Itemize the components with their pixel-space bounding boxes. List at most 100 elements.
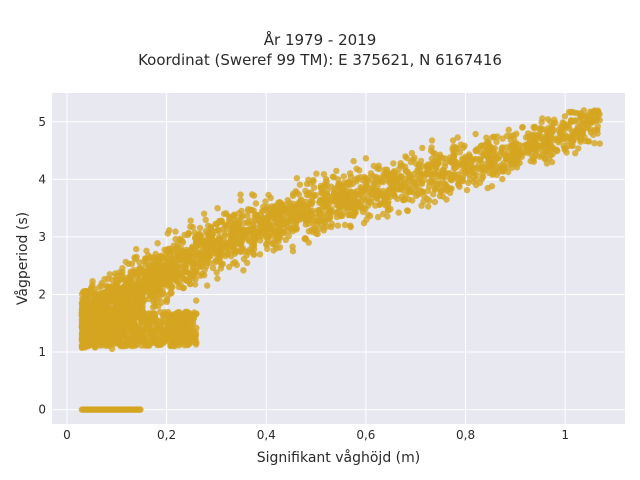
data-point	[108, 319, 116, 326]
data-point	[297, 197, 304, 204]
data-point	[431, 150, 439, 157]
data-point	[580, 107, 588, 114]
data-point	[592, 109, 599, 116]
data-point	[513, 140, 520, 147]
data-point	[360, 219, 368, 227]
data-point	[254, 211, 261, 219]
data-point	[108, 332, 115, 340]
data-point	[306, 191, 313, 199]
data-point	[296, 216, 304, 223]
data-point	[577, 115, 584, 122]
data-point	[196, 224, 204, 232]
data-point	[230, 212, 238, 220]
data-point	[423, 195, 431, 202]
data-point	[243, 252, 250, 259]
data-point	[426, 178, 433, 186]
data-point	[313, 221, 320, 229]
data-point	[565, 134, 572, 141]
data-point	[345, 178, 352, 185]
data-point	[290, 200, 297, 208]
data-point	[362, 197, 369, 204]
data-point	[443, 196, 450, 203]
data-point	[279, 204, 286, 211]
data-point	[148, 271, 156, 278]
data-point	[336, 197, 343, 205]
data-point	[380, 210, 387, 218]
data-point	[540, 141, 547, 148]
data-point	[237, 197, 244, 204]
data-point	[477, 143, 484, 150]
data-point	[587, 129, 595, 136]
data-point	[362, 184, 369, 191]
data-point	[109, 298, 116, 305]
data-point	[206, 239, 213, 246]
data-point	[431, 198, 439, 206]
data-point	[231, 221, 238, 229]
data-point	[142, 279, 149, 286]
data-point	[163, 298, 170, 305]
data-point	[382, 202, 389, 209]
data-point	[237, 248, 244, 256]
data-point	[110, 304, 117, 311]
data-point	[171, 251, 178, 259]
x-tick-label: 0,6	[356, 428, 375, 442]
data-point	[189, 275, 196, 282]
data-point	[267, 194, 274, 202]
data-point	[331, 198, 339, 205]
data-point	[142, 255, 149, 262]
data-point	[384, 177, 391, 184]
data-point	[274, 220, 281, 227]
data-point	[584, 122, 591, 129]
data-point	[596, 140, 603, 147]
data-point	[179, 315, 186, 322]
data-point	[488, 144, 495, 151]
data-point	[200, 210, 208, 217]
data-point	[150, 285, 158, 292]
data-point	[151, 276, 159, 283]
data-point	[131, 254, 138, 261]
data-point	[397, 184, 404, 191]
data-point	[560, 142, 567, 149]
data-point	[333, 167, 340, 175]
data-point	[488, 183, 496, 190]
data-point	[431, 158, 438, 165]
data-point	[513, 164, 521, 171]
data-point	[292, 212, 299, 220]
data-point	[395, 165, 403, 173]
data-point	[594, 123, 601, 130]
data-point	[463, 186, 471, 194]
data-point	[483, 152, 490, 159]
data-point	[447, 154, 454, 161]
data-point	[575, 145, 582, 152]
y-tick-label: 1	[38, 345, 46, 359]
data-point	[351, 202, 358, 209]
data-point	[510, 132, 517, 139]
data-point	[109, 289, 117, 296]
data-point	[530, 158, 537, 165]
data-point	[374, 192, 381, 199]
data-point	[552, 135, 560, 142]
data-point	[130, 301, 138, 308]
data-point	[106, 312, 114, 319]
data-point	[309, 228, 316, 235]
data-point	[148, 310, 155, 318]
data-point	[530, 136, 537, 143]
data-point	[456, 183, 463, 190]
data-point	[201, 266, 208, 274]
data-point	[340, 173, 347, 180]
data-point	[335, 176, 342, 183]
data-point	[168, 335, 176, 342]
data-point	[321, 217, 328, 224]
data-points	[78, 107, 603, 413]
data-point	[247, 206, 254, 213]
data-point	[309, 207, 316, 214]
data-point	[123, 319, 130, 327]
data-point	[256, 233, 263, 240]
data-point	[465, 154, 472, 161]
data-point	[240, 267, 247, 274]
data-point	[270, 247, 277, 254]
data-point	[242, 231, 250, 239]
data-point	[390, 160, 397, 167]
